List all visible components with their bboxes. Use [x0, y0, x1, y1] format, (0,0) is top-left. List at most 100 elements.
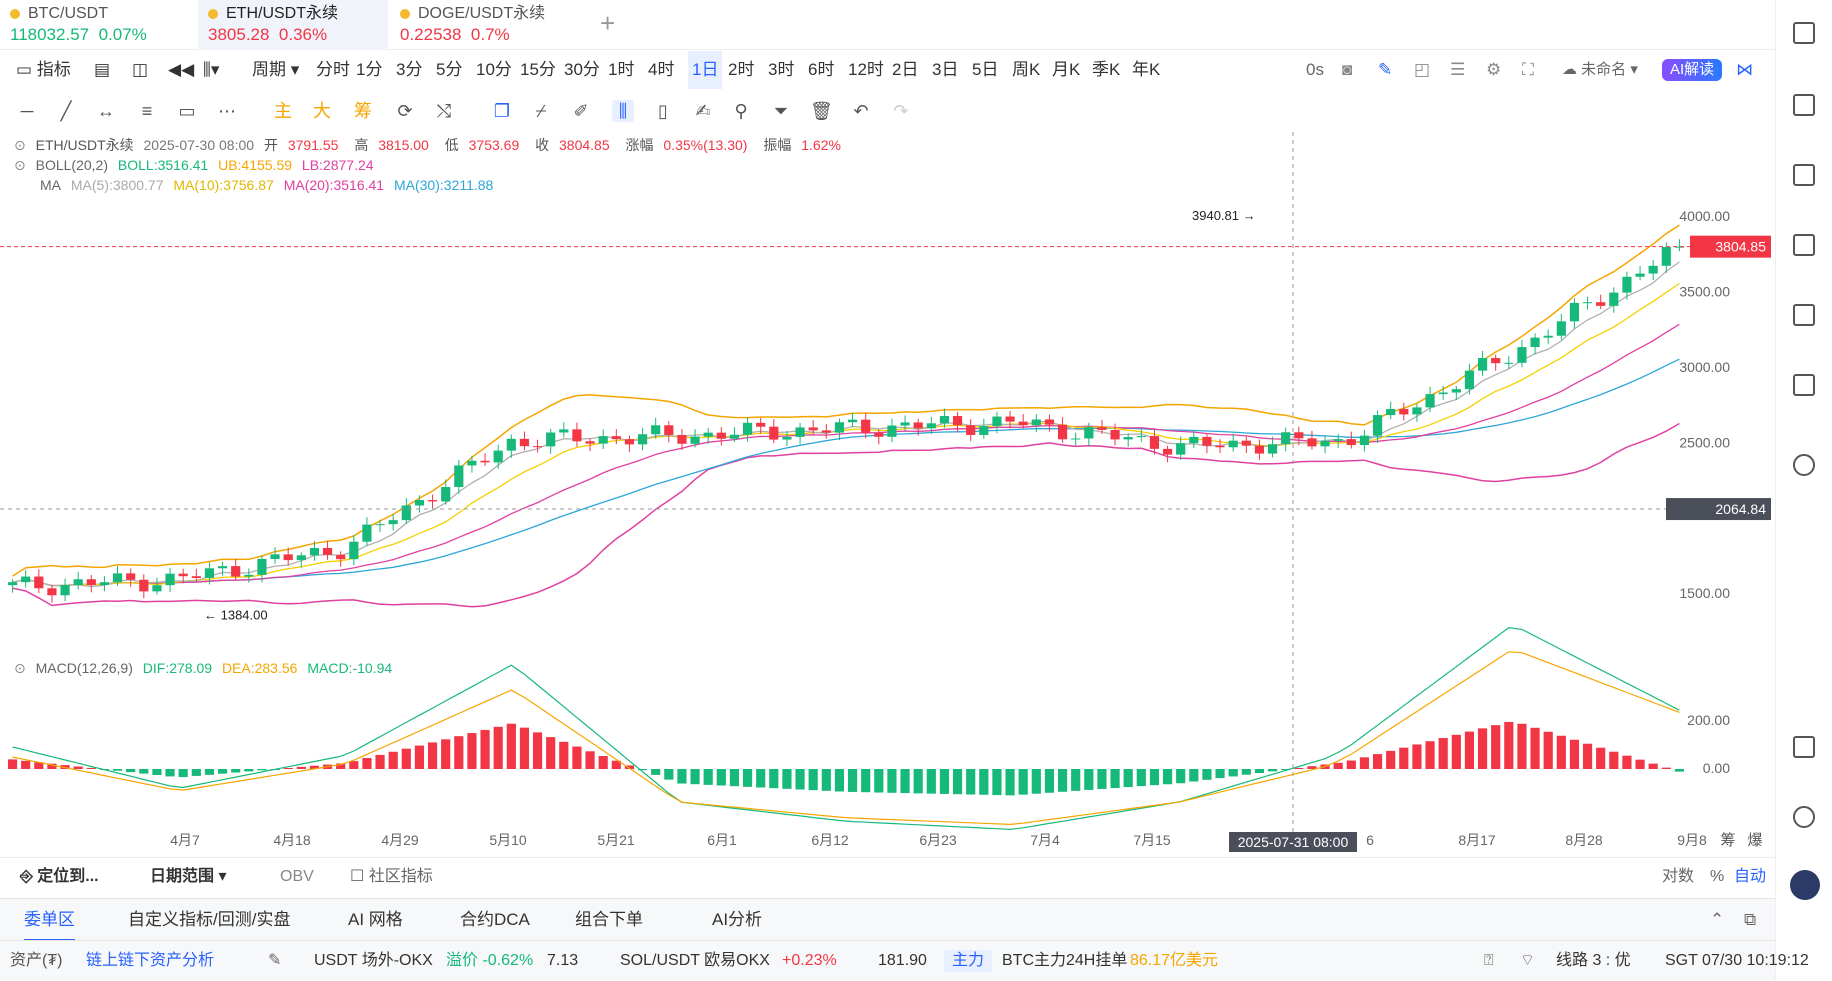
- interval-13[interactable]: 12时: [848, 60, 884, 79]
- ai-interpret-button[interactable]: AI解读: [1662, 59, 1723, 81]
- clipboard-icon[interactable]: ▯: [658, 101, 668, 121]
- filter-icon[interactable]: ⏷: [773, 101, 789, 121]
- interval-12[interactable]: 6时: [808, 60, 835, 79]
- fullscreen-icon[interactable]: ⛶: [1522, 60, 1534, 79]
- more-tools-icon[interactable]: ⋯: [218, 101, 236, 121]
- tab-doge[interactable]: DOGE/USDT永续 0.22538 0.7%: [390, 0, 580, 50]
- undo-icon[interactable]: ↶: [853, 101, 869, 121]
- candle-body: [362, 524, 372, 542]
- interval-8[interactable]: 4时: [648, 60, 675, 79]
- replay-icon[interactable]: ⟳: [397, 101, 413, 121]
- settings-list-icon[interactable]: ☰: [1450, 60, 1466, 79]
- wallet-icon[interactable]: [1793, 164, 1815, 186]
- log-scale-button[interactable]: 对数: [1662, 868, 1695, 885]
- interval-5[interactable]: 15分: [520, 60, 556, 79]
- layout-icon[interactable]: [1793, 736, 1815, 758]
- interval-7[interactable]: 1时: [608, 60, 635, 79]
- main-force-button[interactable]: 主: [274, 101, 292, 121]
- trend-icon[interactable]: [1793, 234, 1815, 256]
- copy-icon[interactable]: ❐: [493, 101, 511, 121]
- rewind-icon[interactable]: ◀◀: [168, 60, 195, 79]
- share-icon[interactable]: ⋈: [1736, 60, 1753, 79]
- swap-icon[interactable]: [1793, 454, 1815, 476]
- headset-icon[interactable]: [1793, 806, 1815, 828]
- interval-3[interactable]: 5分: [436, 60, 463, 79]
- resize-icon[interactable]: ◰: [1414, 60, 1431, 79]
- period-dropdown[interactable]: 周期 ▾: [252, 60, 300, 79]
- interval-15[interactable]: 3日: [932, 60, 959, 79]
- pen-icon[interactable]: ✎: [1378, 60, 1393, 79]
- redo-icon[interactable]: ↷: [893, 101, 909, 121]
- chip-button[interactable]: 筹: [354, 101, 372, 121]
- panel-tab-0[interactable]: 委单区: [24, 899, 75, 941]
- boll-legend[interactable]: ⊙ BOLL(20,2) BOLL:3516.41 UB:4155.59 LB:…: [14, 157, 374, 173]
- bars-icon[interactable]: ⫼: [612, 100, 634, 122]
- channel-tool-icon[interactable]: ≡: [141, 101, 153, 121]
- asset-analysis-link[interactable]: 链上链下资产分析: [86, 952, 215, 969]
- date-range-dropdown[interactable]: 日期范围 ▾: [150, 868, 227, 885]
- document-icon[interactable]: [1793, 94, 1815, 116]
- help-icon[interactable]: ⍰: [1484, 952, 1494, 969]
- grid-icon[interactable]: ▤: [94, 60, 111, 79]
- ruler-icon[interactable]: ⌿: [535, 101, 547, 121]
- tab-eth[interactable]: ETH/USDT永续 3805.28 0.36%: [198, 0, 388, 50]
- trendline-tool-icon[interactable]: ╱: [60, 101, 72, 121]
- chart-icon[interactable]: [1793, 304, 1815, 326]
- candle-body: [191, 576, 201, 578]
- obv-button[interactable]: OBV: [280, 868, 314, 885]
- price-chart-svg[interactable]: 4000.00 3500.00 3000.00 2500.00 1500.00 3804.…: [0, 132, 1775, 857]
- popout-icon[interactable]: ⧉: [1744, 910, 1757, 929]
- auto-scale-button[interactable]: 自动: [1734, 868, 1767, 885]
- tab-btc[interactable]: BTC/USDT 118032.57 0.07%: [0, 0, 165, 50]
- interval-14[interactable]: 2日: [892, 60, 919, 79]
- interval-20[interactable]: 年K: [1132, 60, 1161, 79]
- indicators-button[interactable]: ▭ 指标: [16, 60, 71, 79]
- panel-tab-1[interactable]: 自定义指标/回测/实盘: [128, 910, 291, 929]
- interval-6[interactable]: 30分: [564, 60, 600, 79]
- etf-icon[interactable]: [1793, 374, 1815, 396]
- rect-tool-icon[interactable]: ▭: [178, 101, 196, 121]
- interval-16[interactable]: 5日: [972, 60, 999, 79]
- interval-11[interactable]: 3时: [768, 60, 795, 79]
- gear-icon[interactable]: ⚙: [1486, 60, 1502, 79]
- range-tool-icon[interactable]: ↔: [97, 101, 115, 121]
- panel-tab-5[interactable]: AI分析: [712, 910, 763, 929]
- add-tab-icon[interactable]: +: [600, 8, 616, 38]
- hline-tool-icon[interactable]: ─: [20, 101, 34, 121]
- interval-4[interactable]: 10分: [476, 60, 512, 79]
- collapse-icon[interactable]: ⌃: [1710, 910, 1725, 929]
- interval-1[interactable]: 1分: [356, 60, 383, 79]
- magnet-icon[interactable]: ⚲: [734, 101, 748, 121]
- locate-button[interactable]: ⎆ 定位到...: [20, 868, 99, 885]
- chart-area[interactable]: 4000.00 3500.00 3000.00 2500.00 1500.00 3804.…: [0, 132, 1775, 857]
- list-icon[interactable]: [1793, 22, 1815, 44]
- percent-scale-button[interactable]: %: [1710, 868, 1725, 885]
- interval-19[interactable]: 季K: [1092, 60, 1121, 79]
- panel-tab-4[interactable]: 组合下单: [575, 910, 643, 929]
- camera-icon[interactable]: ◙: [1342, 60, 1353, 79]
- macd-bar: [1412, 744, 1422, 769]
- interval-18[interactable]: 月K: [1052, 60, 1081, 79]
- note-icon[interactable]: ✍: [695, 101, 711, 121]
- network-line[interactable]: 线路 3 : 优: [1556, 952, 1631, 969]
- trash-icon[interactable]: 🗑: [810, 101, 833, 121]
- edit-icon[interactable]: ✎: [268, 952, 282, 969]
- assets-label[interactable]: 资产(₮): [10, 952, 63, 969]
- assistant-avatar[interactable]: [1790, 870, 1820, 900]
- big-order-button[interactable]: 大: [313, 101, 331, 121]
- candle-type-icon[interactable]: ⫼▾: [203, 60, 220, 79]
- macd-legend[interactable]: ⊙ MACD(12,26,9) DIF:278.09 DEA:283.56 MA…: [14, 660, 393, 676]
- community-indicators-button[interactable]: ☐ 社区指标: [350, 868, 433, 885]
- save-layout-dropdown[interactable]: ☁ 未命名 ▾: [1562, 61, 1638, 78]
- interval-9[interactable]: 1日: [688, 51, 723, 89]
- interval-17[interactable]: 周K: [1012, 60, 1041, 79]
- interval-2[interactable]: 3分: [396, 60, 423, 79]
- panel-tab-2[interactable]: AI 网格: [348, 910, 403, 929]
- interval-0[interactable]: 分时: [316, 60, 350, 79]
- split-icon[interactable]: ◫: [132, 60, 149, 79]
- compare-icon[interactable]: ⤭: [436, 101, 452, 121]
- ma-legend[interactable]: MA MA(5):3800.77 MA(10):3756.87 MA(20):3…: [40, 176, 499, 194]
- interval-10[interactable]: 2时: [728, 60, 755, 79]
- panel-tab-3[interactable]: 合约DCA: [460, 910, 530, 929]
- brush-icon[interactable]: ✐: [573, 101, 589, 121]
